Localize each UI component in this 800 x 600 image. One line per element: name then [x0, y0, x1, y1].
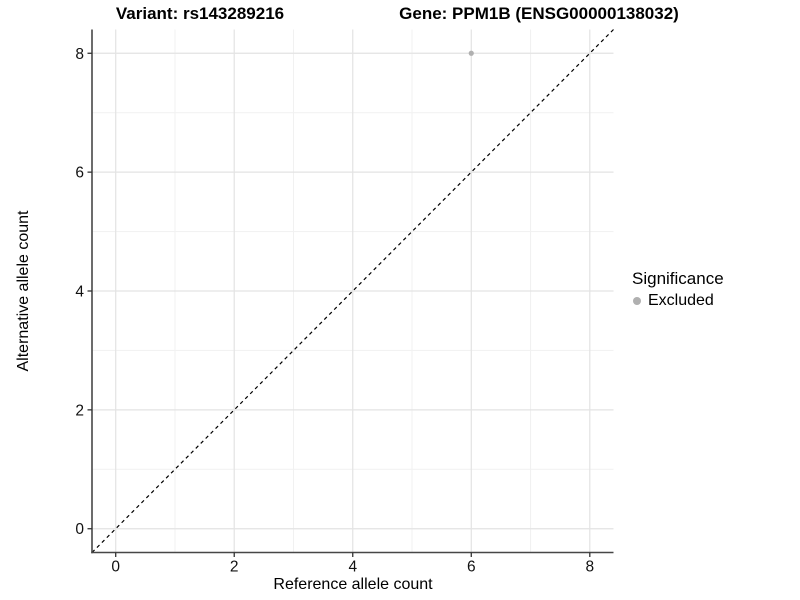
data-point	[468, 50, 474, 56]
legend-title: Significance	[632, 269, 724, 288]
gene-title: Gene: PPM1B (ENSG00000138032)	[399, 4, 679, 23]
x-tick-label: 4	[348, 559, 357, 576]
legend-point-icon	[633, 297, 641, 305]
legend-item-label: Excluded	[648, 292, 714, 309]
y-axis-title: Alternative allele count	[15, 210, 32, 372]
x-tick-label: 0	[111, 559, 120, 576]
x-tick-label: 6	[467, 559, 476, 576]
y-tick-label: 8	[75, 46, 84, 63]
x-tick-label: 2	[230, 559, 239, 576]
y-tick-label: 4	[75, 284, 84, 301]
y-tick-label: 2	[75, 402, 84, 419]
y-tick-label: 0	[75, 521, 84, 538]
variant-title: Variant: rs143289216	[115, 4, 285, 23]
legend-item: Excluded	[630, 292, 724, 310]
legend-items: Excluded	[630, 292, 724, 310]
x-tick-label: 8	[585, 559, 594, 576]
legend: Significance Excluded	[630, 268, 724, 310]
x-axis-title: Reference allele count	[273, 576, 433, 593]
y-tick-label: 6	[75, 165, 84, 182]
